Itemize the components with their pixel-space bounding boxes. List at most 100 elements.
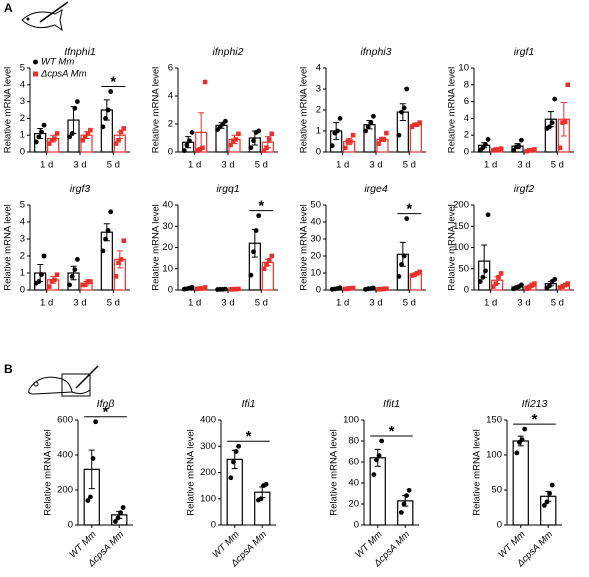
data-point xyxy=(49,279,55,284)
chart-title: irgf1 xyxy=(514,46,534,58)
y-tick-label: 80 xyxy=(348,436,359,447)
data-point xyxy=(414,271,420,276)
y-tick-label: 4 xyxy=(464,113,469,124)
y-axis-label: Relative mRNA level xyxy=(299,204,310,291)
legend-label: ΔcpsA Mm xyxy=(40,69,87,80)
data-point xyxy=(345,139,351,144)
x-tick-label: 1 d xyxy=(484,160,497,171)
y-tick-label: 200 xyxy=(57,485,73,496)
y-tick-label: 50 xyxy=(491,485,502,496)
data-point xyxy=(511,147,516,153)
data-point xyxy=(121,238,127,243)
x-tick-label: 3 d xyxy=(221,160,234,171)
y-axis-label: Relative mRNA level xyxy=(329,429,340,516)
data-point xyxy=(121,126,127,131)
y-tick-label: 400 xyxy=(200,415,216,426)
legend-marker xyxy=(33,59,38,65)
y-tick-label: 100 xyxy=(343,415,359,426)
data-point xyxy=(266,257,272,263)
data-point xyxy=(46,284,52,289)
data-point xyxy=(69,131,75,136)
data-point xyxy=(230,138,236,144)
data-point xyxy=(108,209,114,215)
data-point xyxy=(269,131,275,137)
y-tick-label: 0 xyxy=(211,520,216,531)
y-tick-label: 60 xyxy=(348,457,359,468)
data-point xyxy=(565,82,571,88)
data-point xyxy=(516,143,522,149)
x-tick-label: 3 d xyxy=(73,160,86,171)
data-point xyxy=(80,282,85,288)
data-point xyxy=(251,249,256,255)
data-point xyxy=(532,147,537,152)
data-point xyxy=(378,137,384,142)
y-axis-label: Relative mRNA level xyxy=(3,204,14,291)
data-point xyxy=(399,262,404,267)
data-point xyxy=(113,141,119,146)
data-point xyxy=(384,130,389,136)
data-point xyxy=(371,285,376,291)
data-point xyxy=(256,213,262,219)
y-tick-label: 2 xyxy=(20,251,25,262)
data-point xyxy=(557,285,563,291)
data-point xyxy=(248,145,254,151)
data-point xyxy=(337,285,343,291)
data-point xyxy=(120,505,126,510)
data-point xyxy=(414,122,420,127)
data-point xyxy=(363,128,368,134)
data-point xyxy=(112,519,118,524)
data-point xyxy=(490,148,496,153)
data-point xyxy=(251,138,256,144)
chart-title: Ifnphi1 xyxy=(64,46,96,58)
data-point xyxy=(376,141,381,146)
y-axis-label: Relative mRNA level xyxy=(43,429,54,516)
y-tick-label: 400 xyxy=(57,450,73,461)
data-point xyxy=(118,257,124,262)
y-tick-label: 50 xyxy=(458,263,469,274)
data-point xyxy=(108,89,114,94)
data-point xyxy=(417,269,423,275)
data-point xyxy=(236,443,242,449)
data-point xyxy=(519,137,524,143)
data-point xyxy=(485,212,491,218)
data-point xyxy=(105,107,111,113)
data-point xyxy=(401,253,407,259)
data-point xyxy=(181,148,187,154)
y-axis-label: Relative mRNA level xyxy=(151,204,162,291)
error-bar xyxy=(560,101,567,137)
y-tick-label: 30 xyxy=(162,221,173,232)
data-point xyxy=(396,132,402,138)
x-tick-label: 1 d xyxy=(188,298,201,309)
x-tick-label: 3 d xyxy=(369,160,382,171)
y-tick-label: 40 xyxy=(348,478,359,489)
y-axis-label: Relative mRNA level xyxy=(3,67,14,154)
error-bar xyxy=(374,448,381,467)
data-point xyxy=(197,286,203,291)
data-point xyxy=(547,491,552,496)
data-point xyxy=(52,277,57,283)
data-point xyxy=(532,281,537,286)
y-tick-label: 30 xyxy=(310,234,321,245)
data-point xyxy=(529,282,535,288)
y-tick-label: 150 xyxy=(453,221,469,232)
y-tick-label: 6 xyxy=(464,96,469,107)
x-tick-label: 1 d xyxy=(336,298,349,309)
x-tick-label: 1 d xyxy=(40,160,53,171)
data-point xyxy=(549,482,555,488)
data-point xyxy=(406,487,412,493)
data-point xyxy=(233,286,239,292)
data-point xyxy=(404,216,410,222)
y-tick-label: 0 xyxy=(464,285,469,296)
data-point xyxy=(348,286,353,291)
data-point xyxy=(526,285,532,290)
y-axis-label: Relative mRNA level xyxy=(151,67,162,154)
x-tick-label: 3 d xyxy=(221,298,234,309)
x-tick-label: 5 d xyxy=(255,298,268,309)
data-point xyxy=(371,472,377,477)
y-tick-label: 2 xyxy=(316,105,321,116)
data-point xyxy=(493,281,499,286)
y-tick-label: 2 xyxy=(20,113,25,124)
y-tick-label: 0 xyxy=(68,520,73,531)
data-point xyxy=(396,274,402,279)
data-point xyxy=(552,276,558,282)
